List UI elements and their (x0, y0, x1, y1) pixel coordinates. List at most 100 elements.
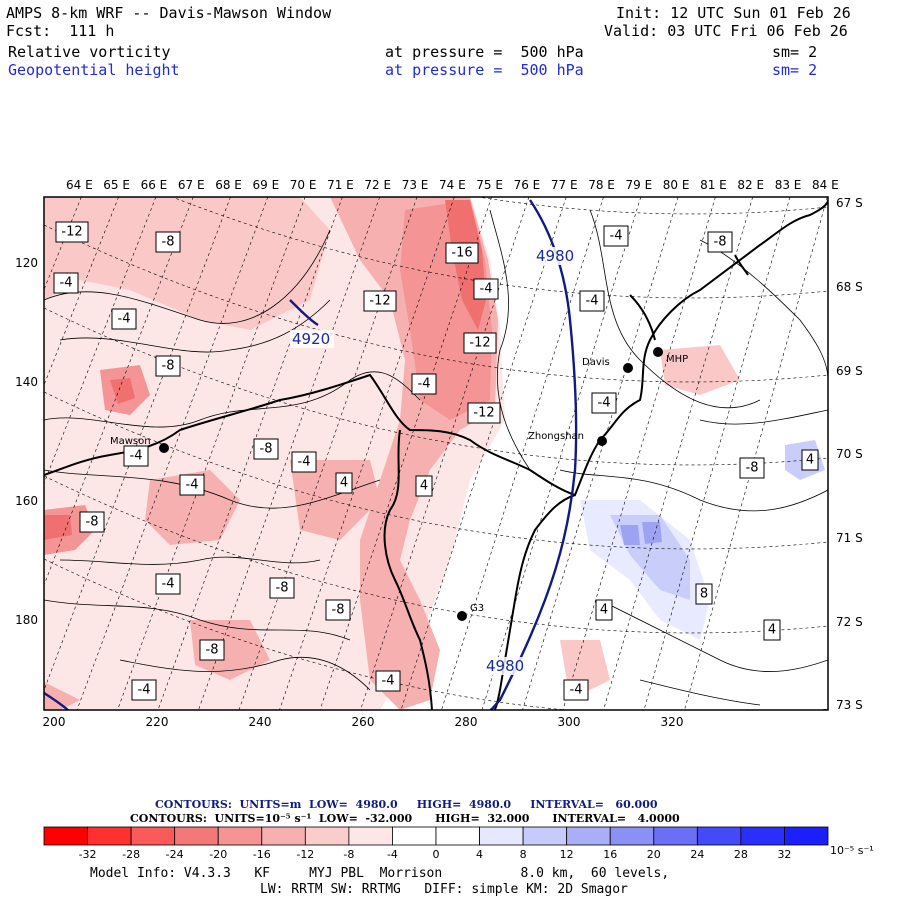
colorbar-label: -8 (343, 848, 354, 861)
colorbar: -32 -28 -24 -20 -16 -12 -8 -4 0 4 8 12 16 20 24 28 32 10⁻… (43, 826, 874, 861)
x-tick-label: 280 (455, 715, 478, 729)
height-label: 4980 (534, 247, 578, 265)
svg-text:Mawson: Mawson (110, 436, 151, 447)
vorticity-label: -12 (363, 290, 397, 312)
svg-text:-8: -8 (276, 581, 289, 596)
colorbar-swatch (740, 826, 785, 846)
vorticity-label: 8 (695, 583, 713, 605)
vorticity-label: -4 (591, 392, 617, 414)
svg-text:8: 8 (700, 587, 708, 602)
colorbar-label: 24 (690, 848, 704, 861)
longitude-label: 64 E (66, 178, 93, 192)
height-label: 4920 (290, 330, 334, 348)
svg-text:-12: -12 (61, 225, 82, 240)
colorbar-label: -20 (209, 848, 227, 861)
svg-text:-4: -4 (570, 683, 583, 698)
field1-smoothing: sm= 2 (772, 43, 818, 61)
longitude-label: 66 E (141, 178, 168, 192)
colorbar-swatch (435, 826, 480, 846)
colorbar-label: 12 (560, 848, 574, 861)
y-axis-ticks: 120 140 160 180 (15, 256, 50, 627)
map-area (44, 197, 828, 710)
graticule (44, 197, 828, 710)
svg-text:-8: -8 (86, 515, 99, 530)
colorbar-swatch (522, 826, 568, 846)
height-label: 4980 (484, 657, 528, 675)
model-info-line2: LW: RRTM SW: RRTMG DIFF: simple KM: 2D S… (260, 882, 628, 897)
vorticity-label: 4 (415, 475, 433, 497)
colorbar-label: -12 (296, 848, 314, 861)
longitude-label: 73 E (402, 178, 429, 192)
longitude-label: 80 E (663, 178, 690, 192)
height-contour-labels: 4920 4980 4980 (290, 247, 578, 675)
vorticity-label: -12 (463, 332, 497, 354)
vorticity-label: -4 (291, 451, 317, 473)
svg-text:-4: -4 (418, 377, 431, 392)
x-tick-label: 320 (661, 715, 684, 729)
longitude-label: 79 E (626, 178, 653, 192)
field2-name: Geopotential height (8, 61, 180, 79)
svg-text:-12: -12 (469, 336, 490, 351)
vorticity-label: -4 (111, 308, 137, 330)
vorticity-label: -4 (179, 474, 205, 496)
coastline (44, 199, 828, 710)
vorticity-label: -12 (467, 402, 501, 424)
vorticity-label: -4 (563, 679, 589, 701)
vorticity-label: 4 (335, 472, 353, 494)
svg-text:-16: -16 (451, 246, 472, 261)
svg-text:-12: -12 (369, 294, 390, 309)
vorticity-label: -8 (199, 639, 225, 661)
model-info-line1: Model Info: V4.3.3 KF MYJ PBL Morrison 8… (90, 866, 670, 881)
svg-text:4: 4 (340, 476, 348, 491)
svg-text:4980: 4980 (486, 657, 524, 675)
svg-text:-8: -8 (162, 359, 175, 374)
x-tick-label: 200 (43, 715, 66, 729)
svg-text:-4: -4 (162, 577, 175, 592)
field1-name: Relative vorticity (8, 43, 171, 61)
svg-text:-4: -4 (60, 276, 73, 291)
svg-text:G3: G3 (470, 603, 484, 614)
longitude-label: 83 E (775, 178, 802, 192)
longitude-label: 77 E (551, 178, 578, 192)
y-tick-label: 120 (15, 256, 38, 270)
vorticity-label: -8 (707, 231, 733, 253)
svg-text:-8: -8 (746, 461, 759, 476)
vorticity-label: -8 (155, 231, 181, 253)
latitude-label: 67 S (836, 196, 863, 210)
longitude-label: 74 E (439, 178, 466, 192)
svg-text:-4: -4 (382, 674, 395, 689)
latitude-label: 71 S (836, 531, 863, 545)
vorticity-label: -16 (445, 242, 479, 264)
longitude-label: 81 E (700, 178, 727, 192)
vorticity-label: -8 (79, 511, 105, 533)
latitude-label: 68 S (836, 280, 863, 294)
colorbar-swatch (43, 826, 88, 846)
map-title: AMPS 8-km WRF -- Davis-Mawson Window (6, 4, 332, 22)
colorbar-label: 20 (647, 848, 661, 861)
x-tick-label: 220 (146, 715, 169, 729)
colorbar-swatch (479, 826, 524, 846)
latitude-label: 70 S (836, 447, 863, 461)
colorbar-swatch (217, 826, 263, 846)
vorticity-label: -4 (411, 373, 437, 395)
colorbar-swatch (653, 826, 698, 846)
longitude-label: 68 E (215, 178, 242, 192)
svg-text:4980: 4980 (536, 247, 574, 265)
height-contours (44, 199, 578, 710)
colorbar-swatch (130, 826, 176, 846)
longitude-label: 70 E (290, 178, 317, 192)
svg-text:-8: -8 (162, 235, 175, 250)
vorticity-label: -4 (123, 445, 149, 467)
svg-text:4: 4 (600, 603, 608, 618)
station-g3: G3 (457, 603, 484, 621)
svg-text:-4: -4 (586, 294, 599, 309)
vorticity-label: -4 (53, 272, 79, 294)
stations: Mawson Davis MHP Zhongshan G3 (110, 347, 688, 621)
colorbar-label: 4 (476, 848, 483, 861)
vorticity-label: -8 (253, 438, 279, 460)
svg-text:MHP: MHP (666, 354, 688, 365)
svg-text:-8: -8 (332, 603, 345, 618)
svg-text:4: 4 (420, 479, 428, 494)
latitude-label: 73 S (836, 698, 863, 712)
x-tick-label: 300 (558, 715, 581, 729)
